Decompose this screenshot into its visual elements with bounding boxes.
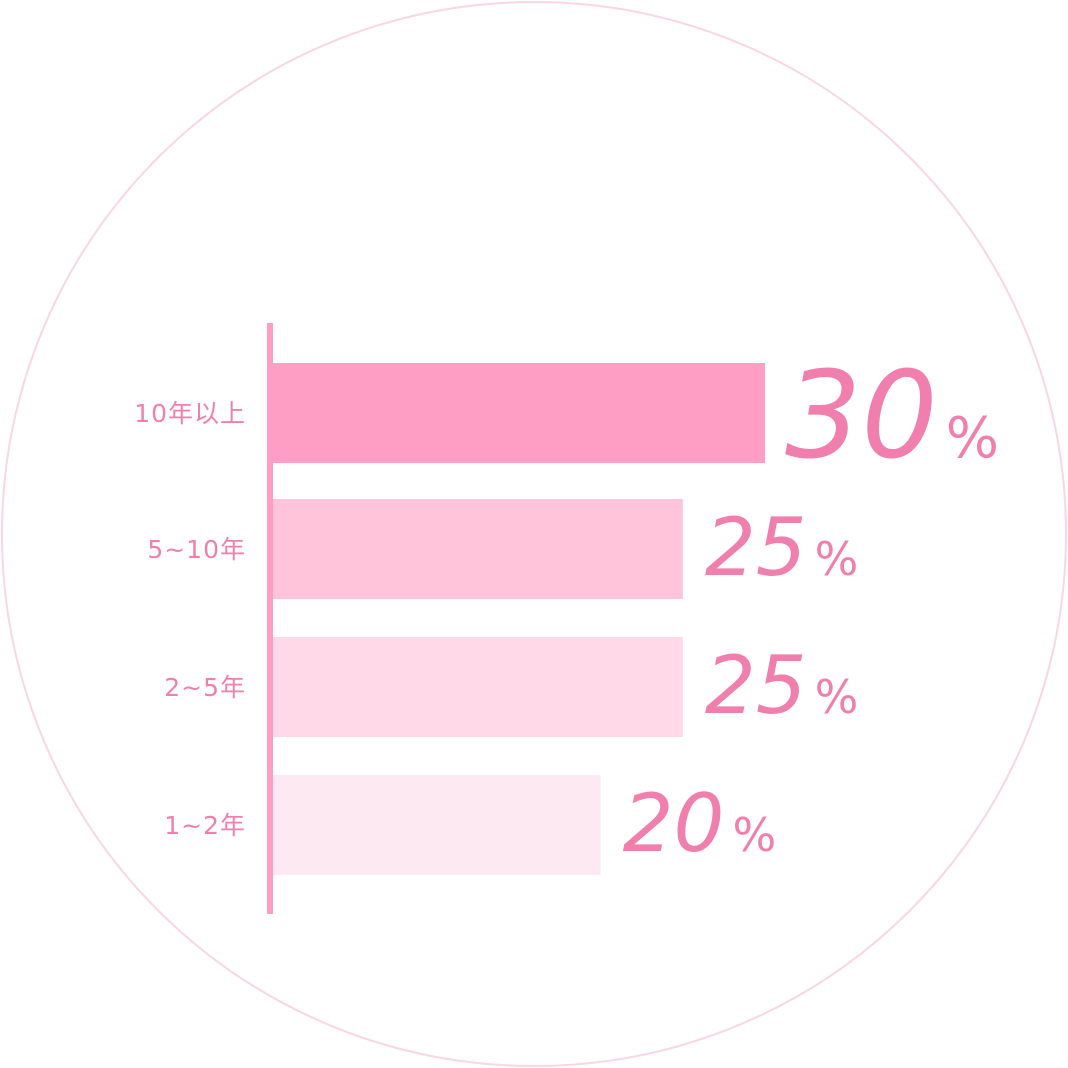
percent-sign: % <box>815 670 859 724</box>
value-label: 30 <box>785 347 938 486</box>
value-label: 25 <box>705 639 807 732</box>
bar-2 <box>272 637 683 737</box>
category-label: 5~10年 <box>147 535 246 564</box>
bar-0 <box>272 363 765 463</box>
category-label: 10年以上 <box>134 399 246 428</box>
bar-3 <box>272 775 601 875</box>
category-label: 1~2年 <box>164 811 246 840</box>
percent-sign: % <box>732 808 776 862</box>
value-label: 20 <box>623 777 725 870</box>
value-label: 25 <box>705 501 807 594</box>
percent-sign: % <box>946 406 999 471</box>
y-axis-line <box>267 323 273 914</box>
percent-sign: % <box>815 532 859 586</box>
bar-1 <box>272 499 683 599</box>
category-label: 2~5年 <box>164 673 246 702</box>
